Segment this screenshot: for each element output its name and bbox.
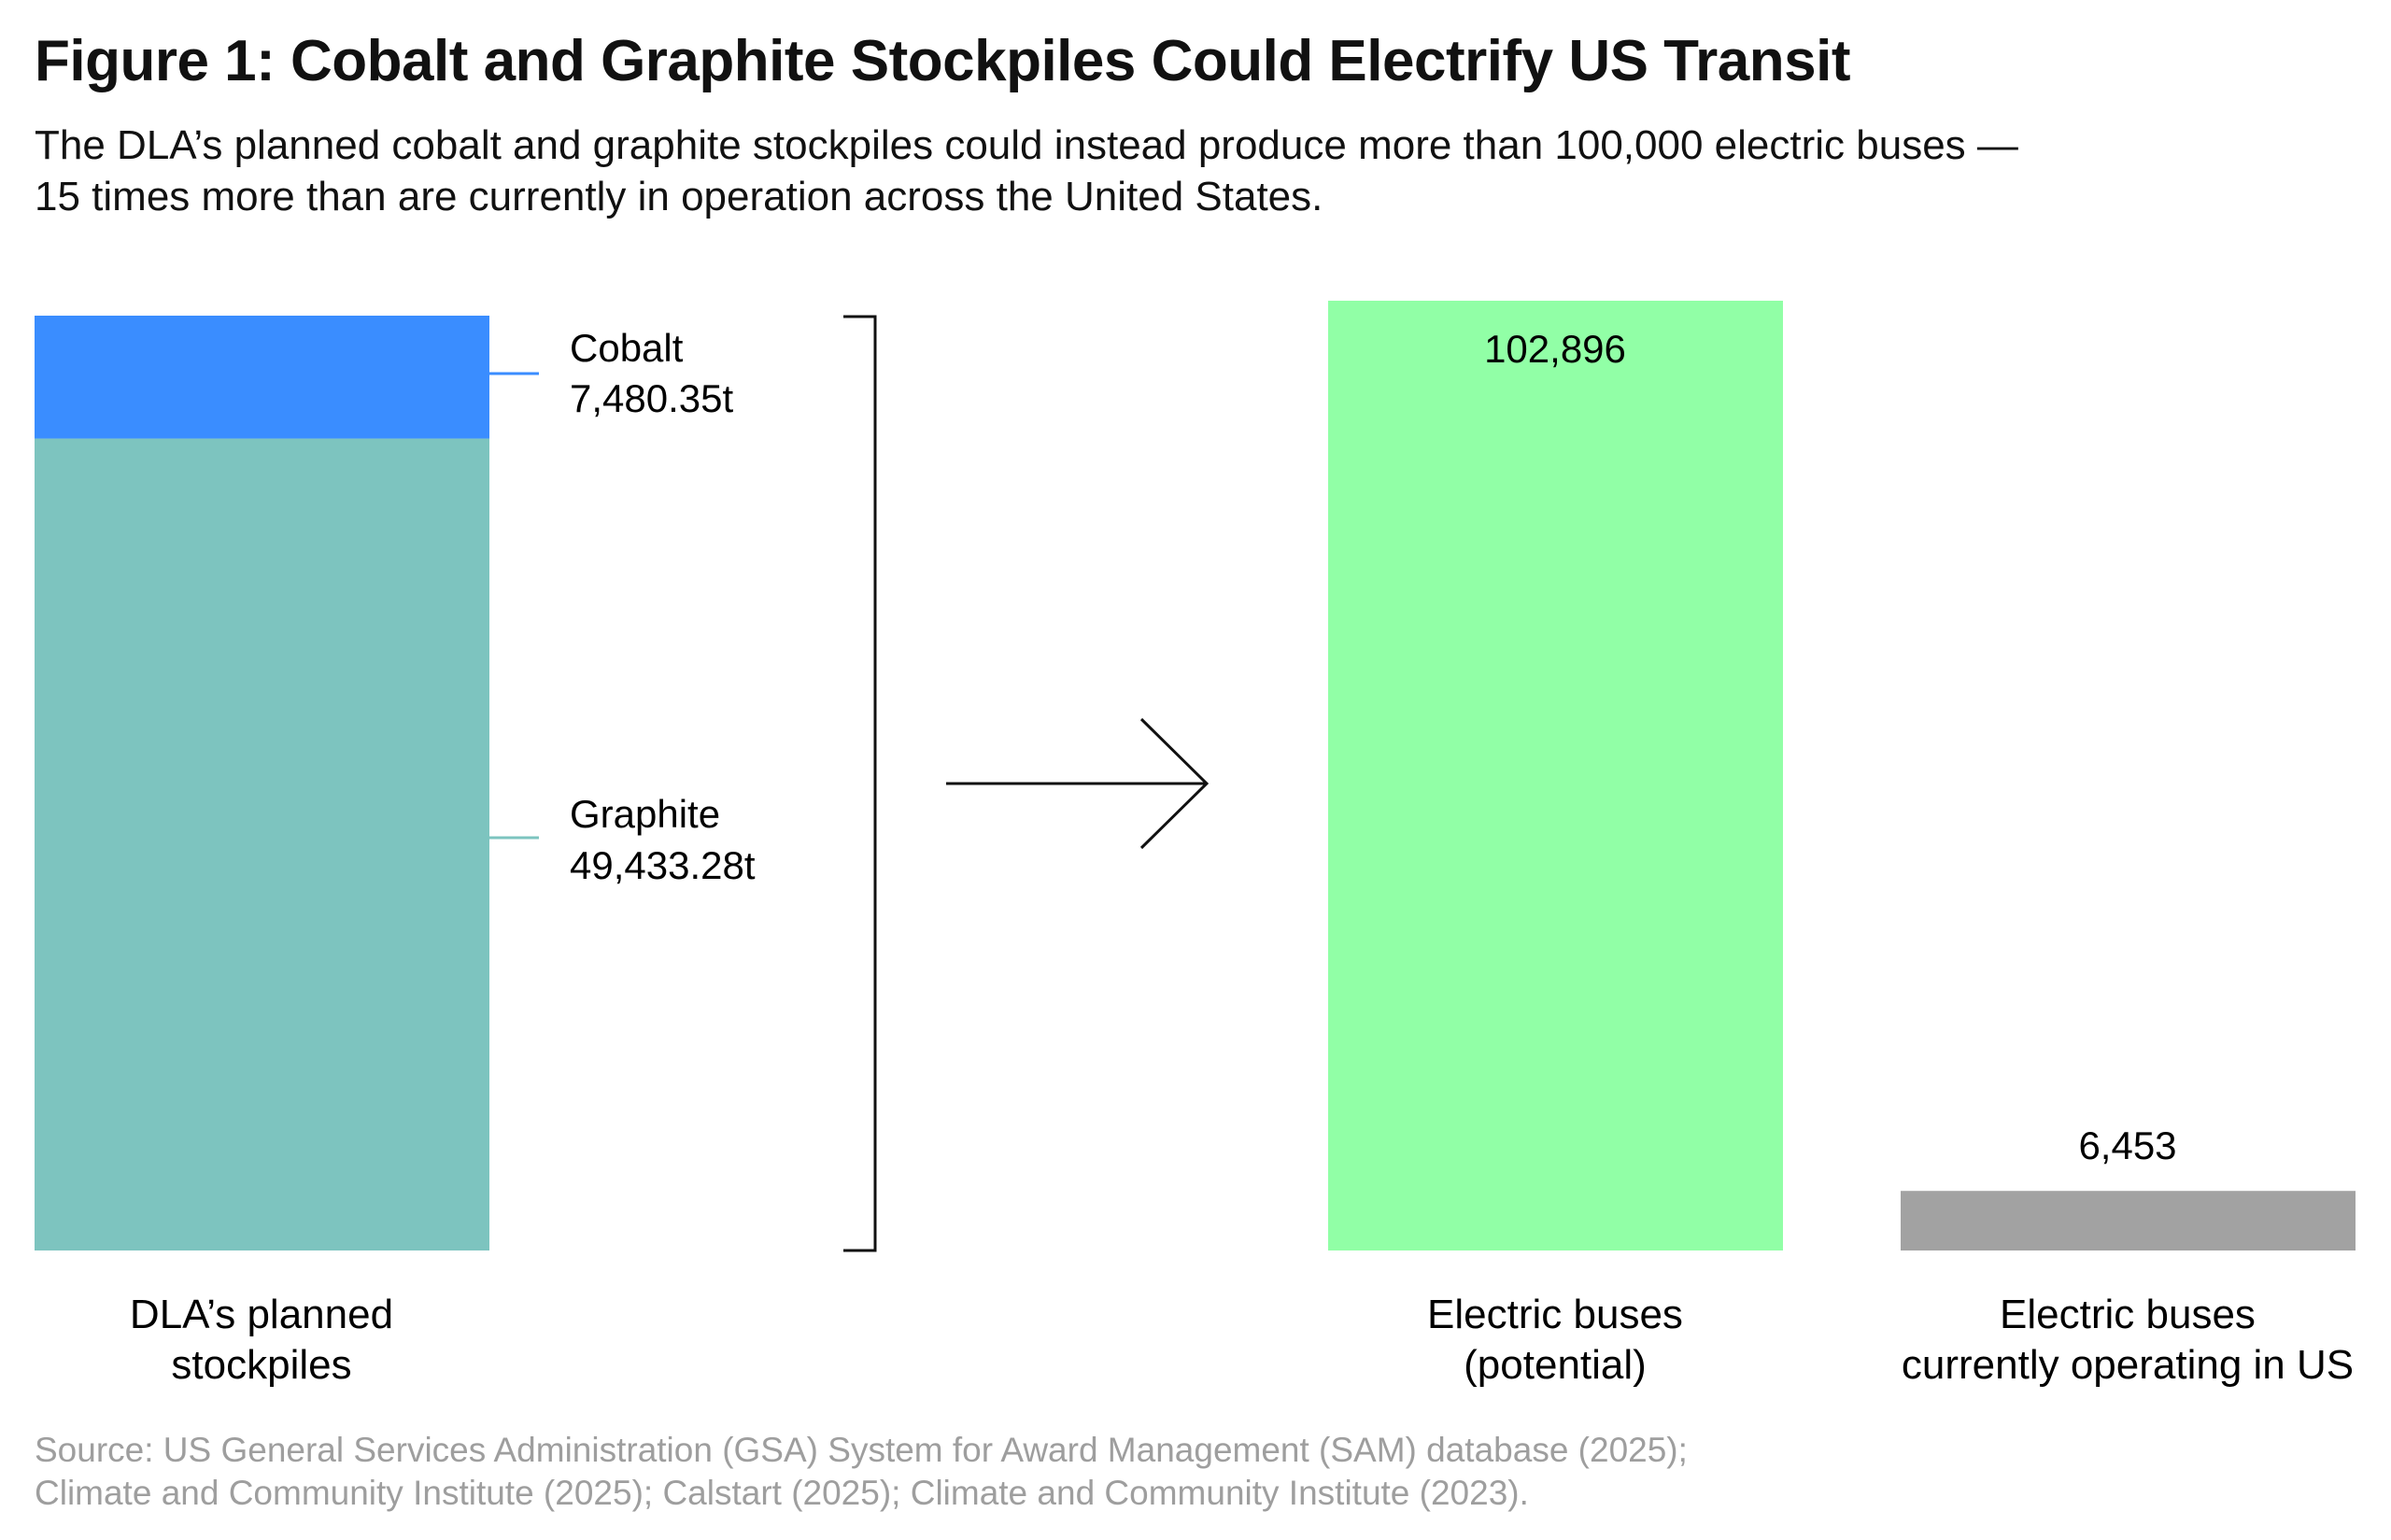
bracket <box>843 315 877 1252</box>
arrow-right-icon <box>946 717 1210 850</box>
value-label-potential: 102,896 <box>1484 327 1626 371</box>
chart-title: Figure 1: Cobalt and Graphite Stockpiles… <box>35 29 1850 93</box>
potential-category-label-line-1: Electric buses <box>1427 1292 1683 1337</box>
chart-subtitle: The DLA’s planned cobalt and graphite st… <box>35 120 2183 222</box>
cobalt-value-label: 7,480.35t <box>570 376 733 420</box>
stockpiles-category-label-line-1: DLA’s planned <box>130 1292 393 1337</box>
subtitle-line-1: The DLA’s planned cobalt and graphite st… <box>35 122 2018 168</box>
bar-electric-buses-current <box>1901 1191 2356 1250</box>
stockpiles-category-label-line-2: stockpiles <box>171 1342 351 1388</box>
current-category-label-line-1: Electric buses <box>2000 1292 2256 1337</box>
bar-graphite <box>35 438 489 1250</box>
bar-electric-buses-potential <box>1328 301 1783 1250</box>
value-label-current: 6,453 <box>2078 1123 2176 1167</box>
subtitle-line-2: 15 times more than are currently in oper… <box>35 174 1323 219</box>
source-note: Source: US General Services Administrati… <box>35 1429 1688 1515</box>
bar-cobalt <box>35 316 489 439</box>
source-line-1: Source: US General Services Administrati… <box>35 1431 1688 1469</box>
potential-category-label-line-2: (potential) <box>1464 1342 1647 1388</box>
source-line-2: Climate and Community Institute (2025); … <box>35 1474 1529 1512</box>
graphite-value-label: 49,433.28t <box>570 843 756 887</box>
current-category-label-line-2: currently operating in US <box>1902 1342 2354 1388</box>
cobalt-label: Cobalt <box>570 326 684 370</box>
graphite-label: Graphite <box>570 792 720 836</box>
